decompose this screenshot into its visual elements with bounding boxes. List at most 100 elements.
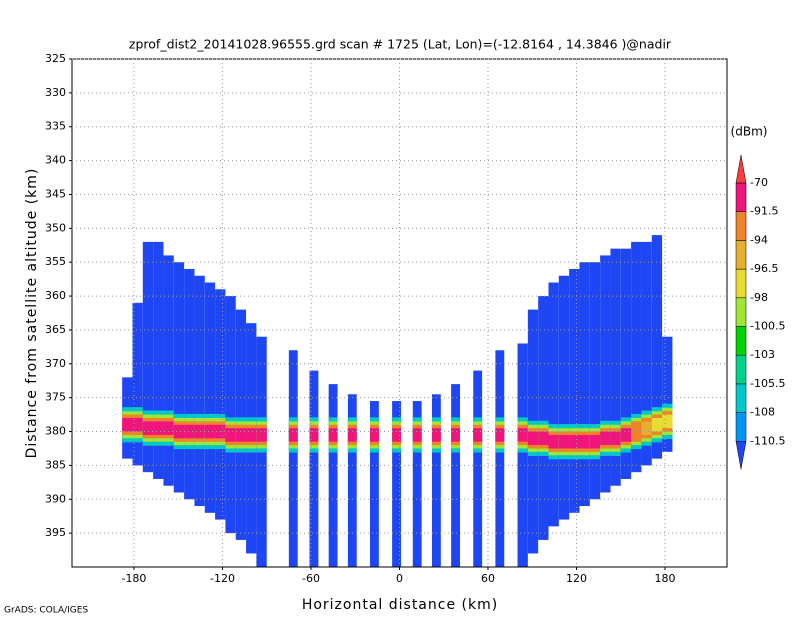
x-tick-label: 60: [481, 572, 495, 585]
band-peak: [662, 414, 673, 429]
column: [495, 350, 505, 567]
band-peak: [558, 434, 570, 449]
band-peak: [347, 428, 357, 442]
colorbar-swatch: [735, 240, 747, 270]
column: [558, 275, 570, 520]
x-tick-label: 180: [655, 572, 676, 585]
colorbar-swatch: [735, 354, 747, 385]
x-axis-label: Horizontal distance (km): [302, 597, 498, 613]
colorbar-swatch: [735, 383, 747, 413]
y-tick-label: 390: [45, 492, 66, 505]
column: [215, 289, 226, 520]
band-peak: [235, 428, 247, 442]
y-tick-label: 355: [45, 255, 66, 268]
band-peak: [651, 417, 663, 432]
band-peak: [184, 424, 195, 439]
x-tick-label: 120: [566, 572, 587, 585]
colorbar-label: -110.5: [750, 434, 785, 447]
column: [173, 262, 185, 493]
column: [451, 384, 460, 567]
band-peak: [204, 424, 216, 439]
y-tick-label: 360: [45, 289, 66, 302]
column: [431, 394, 441, 567]
colorbar-label: -103: [750, 348, 775, 361]
column: [142, 241, 154, 473]
y-tick-label: 340: [45, 154, 66, 167]
band-peak: [517, 428, 528, 442]
column: [569, 268, 580, 513]
band-peak: [328, 428, 338, 442]
colorbar-label: -108: [750, 406, 775, 419]
column: [347, 394, 357, 567]
band-peak: [473, 428, 483, 442]
y-axis-label: Distance from satellite altitude (km): [24, 168, 40, 459]
plot-area: [122, 235, 673, 567]
chart-title: zprof_dist2_20141028.96555.grd scan # 17…: [129, 37, 672, 52]
y-tick-label: 335: [45, 120, 66, 133]
band-peak: [288, 428, 298, 442]
y-tick-label: 350: [45, 221, 66, 234]
band-peak: [495, 428, 505, 442]
column: [225, 296, 236, 534]
colorbar-label: -94: [750, 233, 768, 246]
colorbar-label: -100.5: [750, 320, 785, 333]
band-peak: [431, 428, 441, 442]
band-peak: [538, 431, 549, 446]
band-peak: [412, 428, 422, 442]
colorbar-swatch: [735, 412, 747, 442]
column: [328, 384, 338, 567]
band-peak: [620, 428, 632, 442]
column: [184, 268, 195, 500]
band-peak: [569, 434, 580, 449]
band-peak: [122, 417, 133, 432]
colorbar-over: [735, 154, 747, 184]
column: [163, 255, 174, 486]
column: [620, 248, 632, 479]
column: [473, 370, 483, 567]
band-peak: [392, 428, 401, 442]
band-peak: [641, 421, 652, 435]
column: [651, 235, 663, 459]
colorbar-label: -98: [750, 291, 768, 304]
y-tick-label: 370: [45, 357, 66, 370]
band-peak: [246, 428, 257, 442]
colorbar-swatch: [735, 211, 747, 241]
band-peak: [589, 434, 601, 449]
band-peak: [153, 421, 164, 435]
y-tick-label: 385: [45, 458, 66, 471]
column: [369, 401, 379, 567]
column: [600, 255, 611, 493]
colorbar-under: [735, 441, 747, 470]
band-peak: [451, 428, 460, 442]
band-peak: [548, 434, 559, 449]
column: [153, 241, 164, 479]
colorbar-swatch: [735, 268, 747, 299]
x-tick-label: -60: [302, 572, 320, 585]
x-tick-label: -120: [210, 572, 235, 585]
band-peak: [579, 434, 590, 449]
column: [194, 275, 205, 507]
column: [288, 350, 298, 567]
band-peak: [173, 424, 185, 439]
colorbar-swatch: [735, 182, 747, 212]
band-peak: [163, 421, 174, 435]
y-tick-label: 395: [45, 526, 66, 539]
column: [631, 241, 642, 473]
column: [641, 241, 652, 466]
column: [610, 248, 621, 486]
column: [132, 302, 143, 466]
colorbar-swatch: [735, 326, 747, 356]
column: [579, 262, 590, 507]
colorbar-swatch: [735, 297, 747, 327]
band-peak: [600, 431, 611, 446]
colorbar-label: -91.5: [750, 205, 778, 218]
y-tick-label: 345: [45, 187, 66, 200]
band-peak: [225, 428, 236, 442]
band-peak: [132, 417, 143, 432]
colorbar-label: -70: [750, 176, 768, 189]
x-tick-label: -180: [121, 572, 146, 585]
footer: GrADS: COLA/IGES: [4, 606, 88, 616]
colorbar-label: -105.5: [750, 377, 785, 390]
